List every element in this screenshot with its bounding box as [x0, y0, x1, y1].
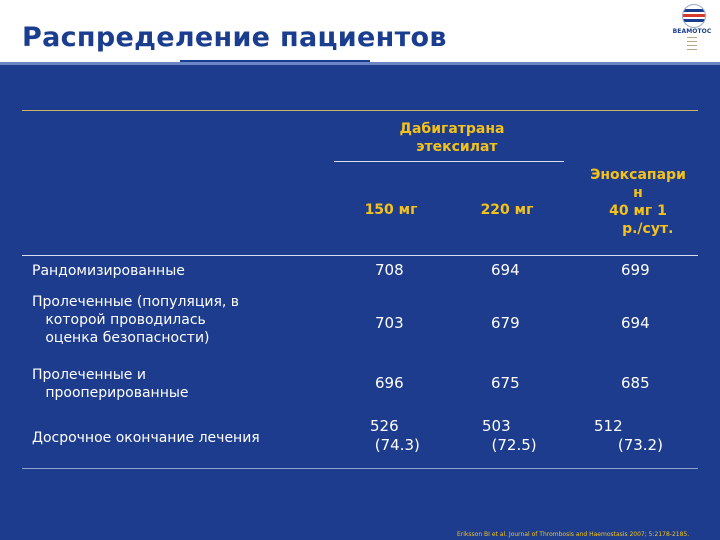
- cell-150: 526 (74.3): [370, 417, 420, 454]
- enoxaparin-header: Эноксапари н 40 мг 1 р./сут.: [590, 167, 686, 237]
- cell-150: 703: [375, 314, 404, 332]
- slide-header: Распределение пациентов BEAMOTOC: [0, 0, 720, 62]
- row-label: Рандомизированные: [32, 263, 185, 279]
- dabigatran-header: Дабигатрана этексилат: [399, 121, 505, 155]
- cell-150: 696: [375, 374, 404, 392]
- cell-220: 694: [491, 261, 520, 279]
- cell-enox: 694: [621, 314, 650, 332]
- cell-150: 708: [375, 261, 404, 279]
- cell-enox: 512 (73.2): [594, 417, 663, 454]
- cell-220: 679: [491, 314, 520, 332]
- company-logo: BEAMOTOC: [672, 4, 712, 56]
- header-divider: [0, 62, 720, 65]
- dose-150-header: 150 мг: [364, 202, 418, 218]
- table-bottom-rule: [22, 468, 698, 469]
- dose-220-header: 220 мг: [480, 202, 534, 218]
- globe-icon: [682, 4, 706, 28]
- header-accent-line: [180, 60, 370, 63]
- group-underline: [334, 161, 564, 162]
- citation-footnote: Eriksson BI et al. Journal of Thrombosis…: [457, 531, 690, 538]
- cell-220: 675: [491, 374, 520, 392]
- row-label: Досрочное окончание лечения: [32, 430, 260, 446]
- cell-enox: 685: [621, 374, 650, 392]
- content-area: [0, 65, 720, 540]
- logo-brand-text: BEAMOTOC: [672, 28, 712, 35]
- page-title: Распределение пациентов: [22, 22, 447, 53]
- row-label: Пролеченные (популяция, в которой провод…: [32, 294, 240, 346]
- cell-enox: 699: [621, 261, 650, 279]
- row-label: Пролеченные и прооперированные: [32, 367, 189, 401]
- table-top-rule: [22, 110, 698, 111]
- cell-220: 503 (72.5): [482, 417, 537, 454]
- header-bottom-rule: [22, 255, 698, 256]
